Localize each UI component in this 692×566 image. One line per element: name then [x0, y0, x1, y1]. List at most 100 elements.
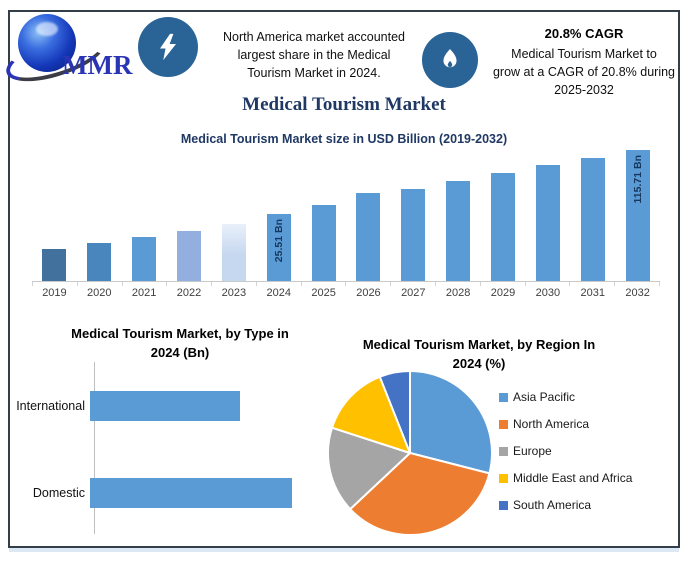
highlight-right-text: Medical Tourism Market to grow at a CAGR…: [492, 47, 676, 98]
bar-column: [122, 149, 167, 281]
legend-swatch-icon: [499, 473, 508, 483]
legend-label: Europe: [513, 444, 552, 458]
pie-slice-asia-pacific: [409, 370, 493, 475]
lightning-badge: [138, 17, 198, 77]
x-axis-tick: [167, 282, 213, 286]
region-pie-chart: [327, 370, 493, 536]
legend-swatch-icon: [499, 446, 508, 456]
legend-label: North America: [513, 417, 590, 431]
page-title: Medical Tourism Market: [242, 94, 446, 115]
bar-2023: [221, 224, 246, 281]
pie-slice-middle-east-and-africa: [331, 375, 411, 454]
legend-item: Middle East and Africa: [499, 471, 632, 485]
x-axis-label: 2022: [176, 287, 202, 299]
highlight-left-text: North America market accounted largest s…: [222, 30, 406, 81]
pie-slice-north-america: [349, 452, 491, 536]
legend-swatch-icon: [499, 419, 508, 429]
main-bar-chart-title: Medical Tourism Market size in USD Billi…: [180, 132, 508, 146]
infographic-frame: MMR North America market accounted large…: [0, 10, 680, 548]
legend-swatch-icon: [499, 392, 508, 402]
x-axis-labels: 2019 2020 2021 2022 2023 2024 2025 2026 2027 2028…: [32, 287, 660, 299]
bar-2031: [580, 158, 605, 281]
bar-2026: [356, 193, 381, 281]
legend-swatch-icon: [499, 500, 508, 510]
bar-2025: [311, 205, 336, 281]
x-axis-ticks: [32, 282, 660, 286]
x-axis-line: [32, 281, 660, 282]
legend-item: North America: [499, 417, 632, 431]
type-category-label: International: [16, 399, 85, 413]
bar-column: [301, 149, 346, 281]
pie-legend: Asia Pacific North America Europe Middle Ea…: [499, 390, 632, 512]
flame-icon: [443, 49, 457, 68]
bar-data-label: 115.71 Bn: [631, 155, 644, 204]
x-axis-tick: [481, 282, 526, 286]
bar-2032: 115.71 Bn: [625, 150, 650, 281]
region-chart-title: Medical Tourism Market, by Region In 202…: [362, 337, 596, 371]
x-axis-tick: [33, 282, 78, 286]
type-chart-title: Medical Tourism Market, by Type in 2024 …: [71, 326, 289, 360]
type-chart-y-axis: [94, 362, 95, 534]
type-bar-row: Domestic: [12, 478, 292, 508]
x-axis-label: 2024: [266, 287, 291, 299]
main-bar-chart: 25.51 Bn 115.71 Bn 2019 2020 2021 2022 2023 20…: [32, 149, 660, 299]
bar-column: [481, 149, 526, 281]
x-axis-label: 2025: [311, 287, 336, 299]
main-bar-plot: 25.51 Bn 115.71 Bn: [32, 149, 660, 281]
lightning-icon: [160, 33, 176, 61]
pie-slice-europe: [327, 426, 411, 511]
logo-text: MMR: [62, 50, 133, 80]
x-axis-tick: [78, 282, 123, 286]
x-axis-tick: [123, 282, 168, 286]
bar-2020: [87, 243, 112, 281]
bar-column: 115.71 Bn: [615, 149, 660, 281]
bar-column: [525, 149, 570, 281]
x-axis-tick: [346, 282, 392, 286]
pie-slice-south-america: [378, 370, 411, 454]
x-axis-label: 2032: [625, 287, 650, 299]
cagr-headline: 20.8% CAGR: [544, 26, 624, 41]
bar-column: [77, 149, 122, 281]
bar-data-label: 25.51 Bn: [272, 219, 285, 263]
x-axis-label: 2031: [580, 287, 605, 299]
bar-column: [32, 149, 77, 281]
bar-2030: [535, 165, 560, 281]
x-axis-label: 2023: [221, 287, 247, 299]
type-category-label: Domestic: [32, 486, 85, 500]
x-axis-tick: [212, 282, 257, 286]
bar-2029: [491, 173, 516, 281]
x-axis-tick: [257, 282, 302, 286]
bar-column: [346, 149, 391, 281]
bar-2019: [42, 249, 67, 281]
bar-column: [436, 149, 481, 281]
legend-item: Asia Pacific: [499, 390, 632, 404]
x-axis-tick: [391, 282, 437, 286]
type-bar-domestic: [90, 478, 292, 508]
bar-2027: [401, 189, 426, 281]
bar-column: [167, 149, 212, 281]
bar-column: [570, 149, 615, 281]
type-bar-row: International: [12, 391, 240, 421]
legend-label: Asia Pacific: [513, 390, 576, 404]
type-bar-international: [90, 391, 240, 421]
x-axis-tick: [302, 282, 347, 286]
x-axis-label: 2029: [490, 287, 516, 299]
bar-2022: [177, 231, 201, 281]
x-axis-tick: [526, 282, 571, 286]
bar-column: [391, 149, 436, 281]
bar-column: [211, 149, 256, 281]
x-axis-tick: [615, 282, 660, 286]
globe-icon: [18, 14, 76, 72]
legend-label: Middle East and Africa: [513, 471, 633, 485]
flame-badge: [422, 32, 478, 88]
legend-item: Europe: [499, 444, 632, 458]
bar-column: 25.51 Bn: [256, 149, 301, 281]
x-axis-label: 2027: [401, 287, 426, 299]
x-axis-label: 2019: [42, 287, 67, 299]
x-axis-label: 2028: [445, 287, 471, 299]
x-axis-label: 2030: [535, 287, 561, 299]
legend-item: South America: [499, 498, 632, 512]
x-axis-tick: [436, 282, 481, 286]
bar-2021: [132, 237, 157, 281]
